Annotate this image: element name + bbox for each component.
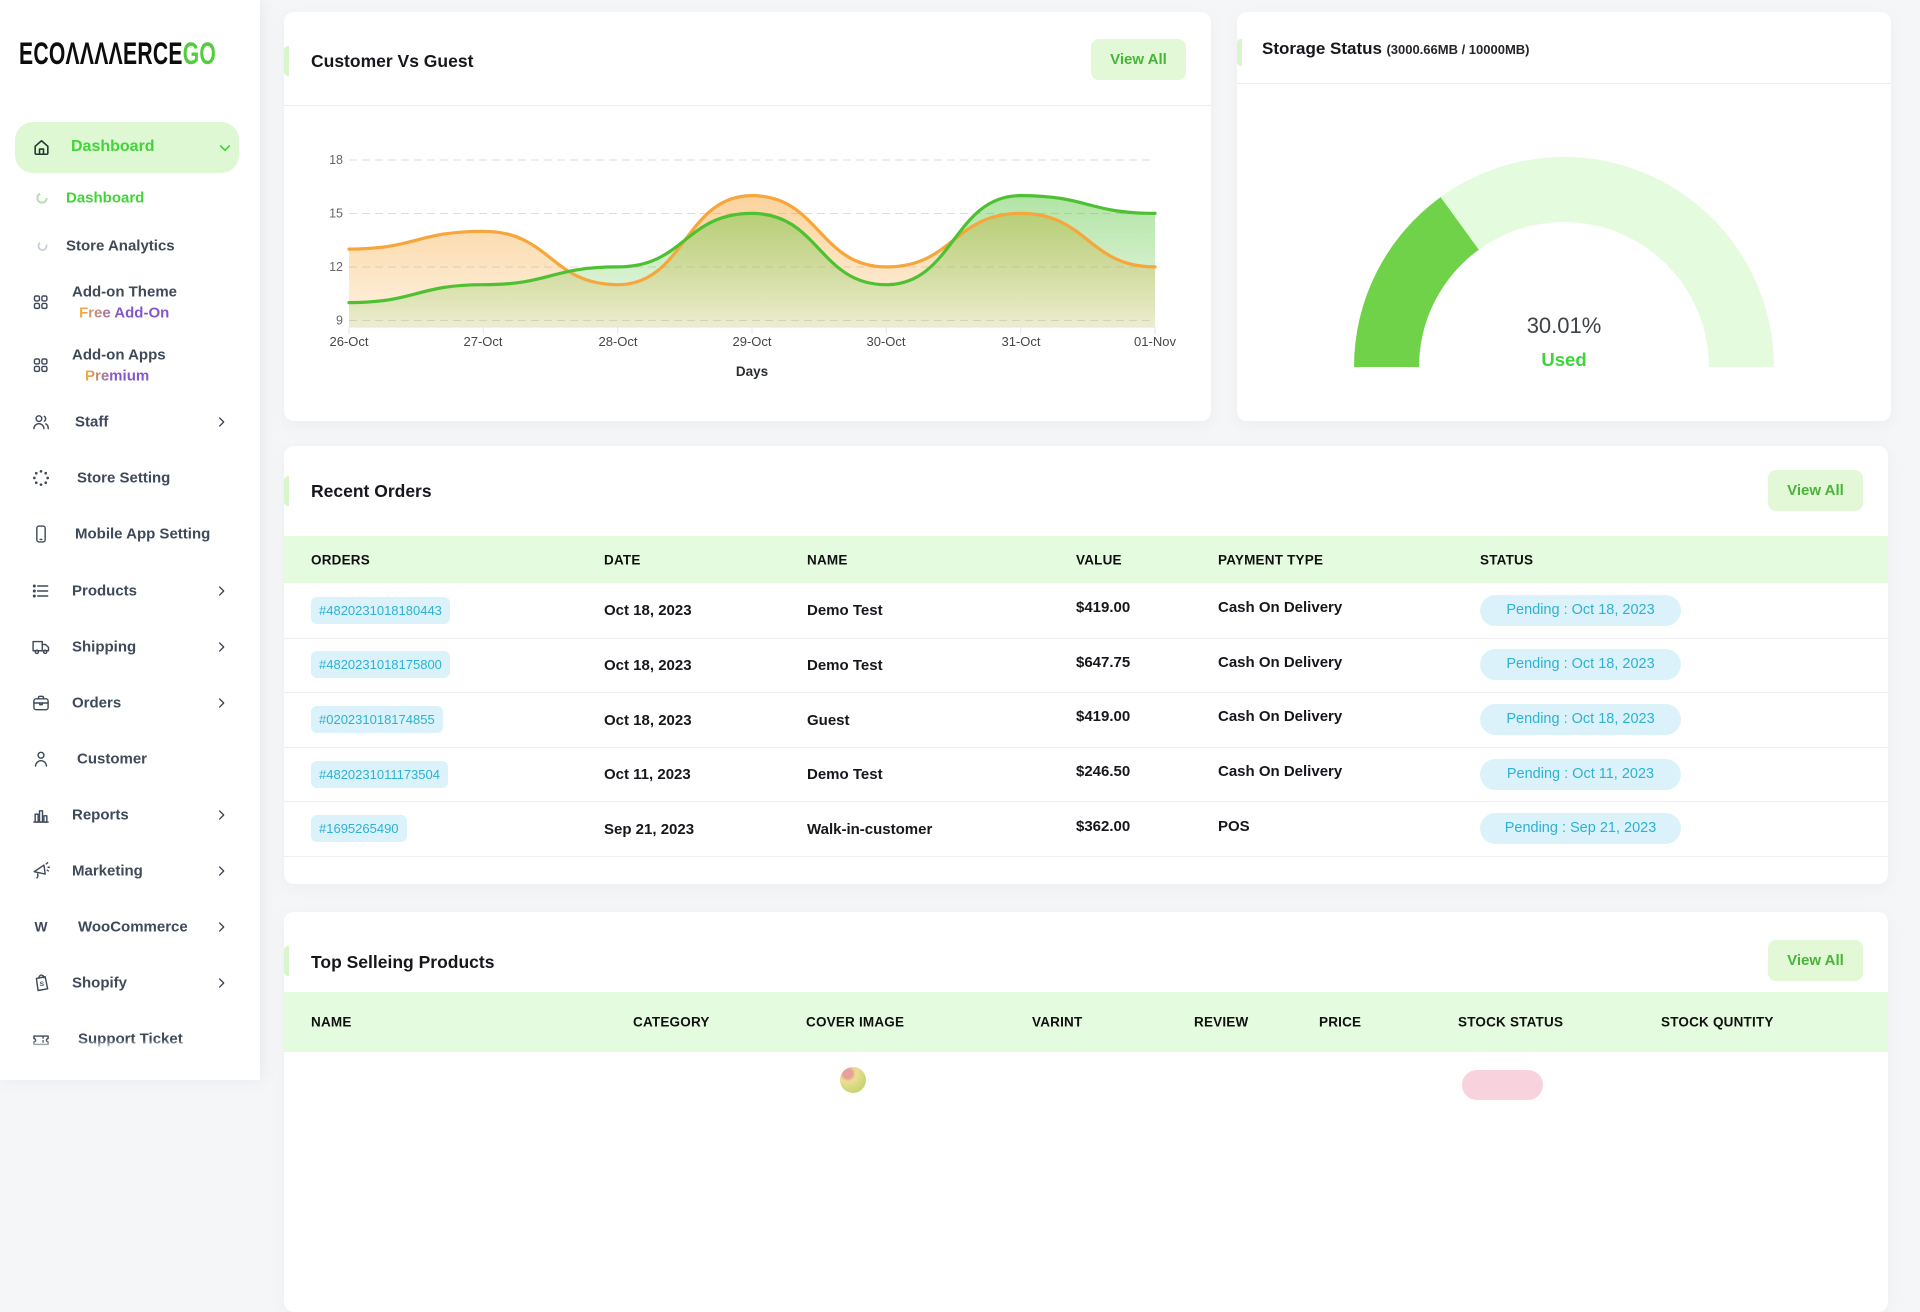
svg-text:31-Oct: 31-Oct — [1001, 334, 1040, 349]
svg-text:12: 12 — [329, 260, 343, 274]
svg-text:30.01%: 30.01% — [1527, 313, 1602, 338]
svg-text:30-Oct: 30-Oct — [866, 334, 905, 349]
svg-text:W: W — [35, 920, 48, 935]
svg-text:Used: Used — [1541, 349, 1586, 370]
svg-text:27-Oct: 27-Oct — [463, 334, 502, 349]
svg-text:Days: Days — [736, 364, 768, 379]
svg-text:15: 15 — [329, 207, 343, 221]
svg-text:26-Oct: 26-Oct — [329, 334, 368, 349]
svg-text:29-Oct: 29-Oct — [732, 334, 771, 349]
svg-text:S: S — [40, 981, 45, 988]
svg-text:28-Oct: 28-Oct — [598, 334, 637, 349]
svg-text:18: 18 — [329, 153, 343, 167]
svg-text:9: 9 — [336, 313, 343, 327]
svg-text:01-Nov: 01-Nov — [1134, 334, 1176, 349]
